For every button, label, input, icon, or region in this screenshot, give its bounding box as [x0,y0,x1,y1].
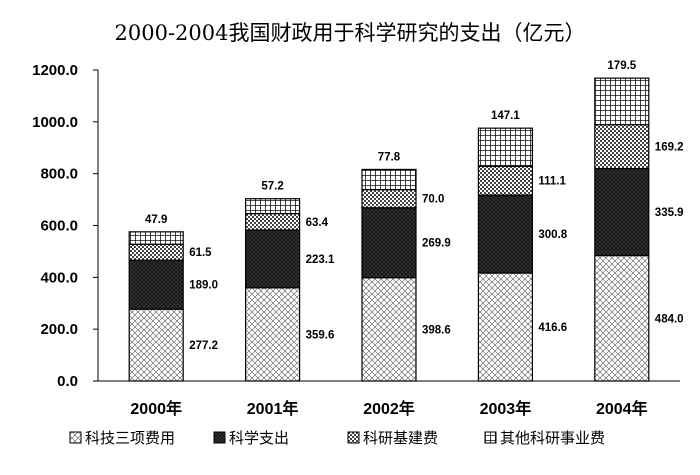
y-tick-label: 1200.0 [32,62,78,79]
data-label: 484.0 [655,313,684,325]
data-label: 189.0 [189,280,218,292]
legend-swatch [347,431,360,444]
data-label: 57.2 [261,181,283,193]
data-label: 223.1 [306,254,335,266]
data-label: 70.0 [422,194,444,206]
x-category-label: 2003年 [480,399,532,418]
bar-segment [128,259,184,310]
bar-segment [128,308,184,382]
bar-segment [361,207,417,279]
data-label: 277.2 [189,340,218,352]
bar-segment [245,229,301,289]
y-tick-label: 0.0 [57,373,78,390]
bar-segment [594,167,650,257]
x-category-label: 2000年 [130,399,182,418]
legend-label: 科技三项费用 [85,429,175,447]
bar-segment [361,168,417,191]
data-label: 300.8 [538,229,567,241]
data-label: 169.2 [655,142,684,154]
bar-segment [594,77,650,126]
legend-swatch [69,431,82,444]
bar-segment [361,189,417,209]
legend-swatch [213,431,226,444]
legend-label: 其他科研事业费 [500,429,605,447]
legend-label: 科研基建费 [363,429,438,447]
y-tick-label: 800.0 [40,166,78,183]
data-label: 335.9 [655,207,684,219]
legend: 科技三项费用 科学支出 科研基建费 其他科研事业费 [69,429,605,447]
legend-label: 科学支出 [229,429,289,447]
x-category-label: 2002年 [363,399,415,418]
data-label: 77.8 [378,151,401,163]
y-tick-label: 1000.0 [32,114,78,131]
y-tick-label: 200.0 [40,321,78,338]
bar-segment [128,231,184,245]
bar-segment [477,165,533,196]
bar-segment [361,277,417,382]
bar-segment [245,287,301,382]
data-label: 61.5 [189,247,212,259]
data-label: 179.5 [607,60,636,72]
bar-segment [245,198,301,215]
bar-segment [477,194,533,274]
y-tick-label: 400.0 [40,269,78,286]
data-label: 416.6 [538,322,567,334]
data-labels-group: 277.2 189.0 61.5 47.9 359.6 223.1 63.4 57.2 398.… [145,60,684,352]
x-category-label: 2004年 [596,399,648,418]
bars-group [128,77,650,382]
data-label: 111.1 [538,176,566,188]
x-category-label: 2001年 [247,399,299,418]
bar-segment [477,127,533,167]
bar-segment [594,124,650,170]
bar-segment [245,212,301,231]
data-label: 147.1 [491,110,520,122]
data-label: 63.4 [306,217,329,229]
bar-segment [477,272,533,382]
legend-swatch [484,431,497,444]
y-tick-label: 600.0 [40,218,78,235]
data-label: 359.6 [306,329,335,341]
chart-title: 2000-2004我国财政用于科学研究的支出（亿元） [115,21,586,45]
data-label: 398.6 [422,324,451,336]
bar-segment [594,254,650,382]
y-axis-ticks: 0.0 200.0 400.0 600.0 800.0 1000.0 1200.0 [32,62,98,390]
x-axis-category-labels: 2000年 2001年 2002年 2003年 2004年 [130,399,647,418]
bar-segment [128,243,184,261]
data-label: 47.9 [145,214,167,226]
data-label: 269.9 [422,238,451,250]
